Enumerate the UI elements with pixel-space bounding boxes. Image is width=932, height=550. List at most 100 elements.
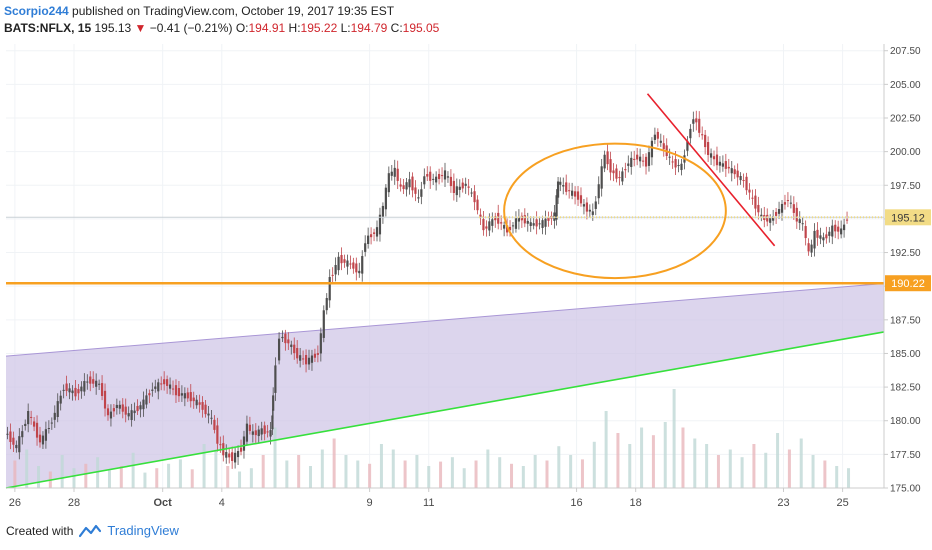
candle-body: [709, 153, 713, 158]
volume-bar: [25, 449, 29, 488]
candle-body: [340, 254, 343, 264]
candle-body: [109, 411, 113, 419]
candle-body: [328, 277, 331, 301]
candle-body: [633, 158, 636, 160]
volume-bar: [155, 468, 159, 488]
y-tick-label: 205.00: [890, 80, 921, 91]
candle-body: [656, 131, 659, 139]
candle-body: [627, 163, 630, 166]
candle-body: [659, 140, 662, 143]
candle-body: [27, 410, 30, 425]
candle-body: [423, 176, 426, 185]
volume-bar: [672, 389, 676, 488]
candle-body: [437, 173, 441, 180]
candle-body: [74, 387, 77, 397]
channel: [5, 282, 885, 488]
candle-body: [277, 338, 281, 361]
support-price-label: 190.22: [885, 275, 931, 292]
volume-bar: [450, 457, 454, 488]
candle-body: [639, 156, 642, 162]
candle-body: [680, 163, 683, 171]
volume-bar: [391, 449, 395, 488]
volume-bar: [415, 455, 419, 488]
candle-body: [630, 157, 633, 167]
candle-body: [792, 204, 795, 213]
candle-body: [715, 154, 719, 166]
candle-body: [556, 181, 560, 198]
candle-body: [121, 404, 124, 412]
candle-body: [411, 176, 414, 191]
candle-body: [245, 423, 249, 442]
volume-bar: [728, 449, 732, 488]
candle-body: [644, 156, 648, 167]
candle-body: [568, 190, 571, 192]
candle-body: [145, 395, 148, 405]
candle-body: [650, 140, 654, 158]
candle-body: [219, 444, 222, 446]
candle-body: [225, 452, 228, 458]
candle-body: [21, 431, 24, 438]
candle-body: [372, 232, 376, 234]
volume-bar: [297, 455, 301, 488]
tradingview-brand-link[interactable]: TradingView: [107, 523, 179, 538]
volume-bar: [847, 468, 851, 488]
volume-bar: [320, 449, 324, 488]
candle-body: [281, 336, 284, 339]
symbol-label[interactable]: BATS:NFLX, 15: [4, 21, 92, 35]
candle-body: [704, 134, 707, 148]
candle-body: [840, 228, 843, 235]
tradingview-logo-icon: [79, 524, 102, 537]
candle-body: [579, 195, 583, 204]
candle-body: [730, 168, 733, 174]
volume-bar: [557, 446, 561, 488]
candle-body: [77, 389, 80, 394]
x-tick-label: 9: [367, 497, 373, 509]
author-link[interactable]: Scorpio244: [4, 4, 69, 18]
candle-body: [180, 393, 183, 396]
candle-body: [479, 214, 482, 217]
candle-body: [160, 383, 163, 385]
candle-body: [358, 270, 361, 274]
candle-body: [429, 171, 432, 181]
candle-body: [449, 176, 453, 187]
candle-body: [647, 152, 651, 166]
volume-bar: [273, 427, 277, 488]
current-price-label: 195.12: [885, 209, 931, 226]
candle-body: [674, 159, 677, 168]
candle-body: [198, 402, 201, 405]
volume-bar: [787, 449, 791, 488]
candle-body: [538, 223, 541, 225]
high-value: 195.22: [300, 21, 338, 35]
candle-body: [166, 379, 169, 386]
volume-bar: [178, 459, 182, 488]
y-tick-label: 180.00: [890, 416, 921, 427]
candle-body: [772, 216, 775, 221]
candle-body: [535, 219, 538, 227]
candle-body: [369, 234, 373, 238]
candle-body: [582, 204, 586, 207]
candle-body: [795, 207, 798, 222]
annotations: [5, 93, 885, 489]
candle-body: [378, 214, 382, 235]
volume-bars: [13, 389, 851, 488]
candle-body: [769, 218, 772, 223]
volume-bar: [13, 460, 17, 488]
candle-body: [322, 310, 325, 338]
candle-body: [154, 386, 157, 389]
candle-body: [455, 186, 458, 196]
x-tick-label: 28: [68, 497, 80, 509]
candle-body: [346, 260, 349, 267]
candle-body: [517, 217, 521, 222]
candle-body: [201, 402, 204, 410]
candle-body: [810, 244, 813, 253]
volume-bar: [799, 438, 803, 488]
x-tick-label: 16: [570, 497, 582, 509]
candle-body: [6, 433, 9, 435]
candle-body: [739, 175, 742, 181]
candle-body: [38, 434, 42, 443]
candle-body: [420, 189, 423, 197]
candle-body: [269, 430, 272, 437]
candle-body: [494, 216, 497, 221]
down-arrow-icon: ▼: [134, 21, 147, 35]
